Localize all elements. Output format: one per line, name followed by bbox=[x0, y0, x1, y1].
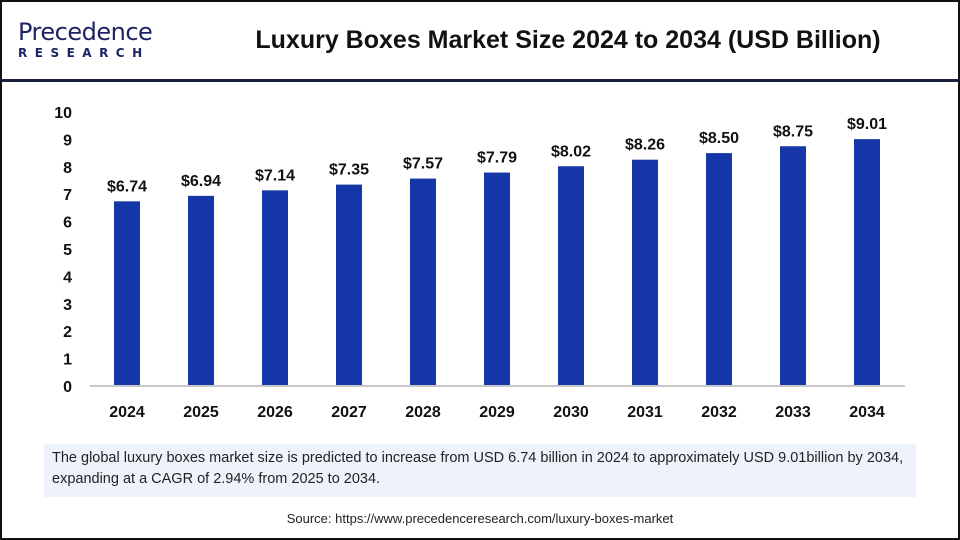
logo: Precedence RESEARCH bbox=[18, 20, 158, 60]
y-tick-label: 6 bbox=[63, 215, 72, 232]
y-tick-label: 3 bbox=[63, 297, 72, 314]
data-label: $7.57 bbox=[403, 156, 443, 173]
bar-2029 bbox=[484, 172, 510, 386]
bar-2026 bbox=[262, 190, 288, 386]
bar-2034 bbox=[854, 139, 880, 386]
x-tick-label: 2026 bbox=[257, 404, 293, 421]
x-tick-label: 2027 bbox=[331, 404, 367, 421]
y-tick-label: 10 bbox=[54, 105, 72, 122]
y-tick-label: 7 bbox=[63, 187, 72, 204]
x-tick-label: 2030 bbox=[553, 404, 589, 421]
x-tick-label: 2025 bbox=[183, 404, 219, 421]
data-label: $9.01 bbox=[847, 116, 887, 133]
data-label: $8.75 bbox=[773, 123, 813, 140]
data-label: $7.14 bbox=[255, 167, 295, 184]
bar-2028 bbox=[410, 178, 436, 386]
y-tick-label: 1 bbox=[63, 352, 72, 369]
chart-title: Luxury Boxes Market Size 2024 to 2034 (U… bbox=[255, 26, 881, 54]
y-tick-label: 4 bbox=[63, 269, 72, 286]
logo-text-bottom: RESEARCH bbox=[18, 46, 150, 60]
data-label: $7.35 bbox=[329, 162, 369, 179]
logo-text-top: Precedence bbox=[18, 18, 153, 46]
bar-2030 bbox=[558, 166, 584, 386]
x-tick-label: 2032 bbox=[701, 404, 737, 421]
y-tick-label: 8 bbox=[63, 160, 72, 177]
x-tick-label: 2031 bbox=[627, 404, 663, 421]
y-tick-label: 2 bbox=[63, 324, 72, 341]
data-label: $8.26 bbox=[625, 137, 665, 154]
data-label: $6.94 bbox=[181, 173, 221, 190]
summary-note: The global luxury boxes market size is p… bbox=[44, 444, 916, 497]
bar-2025 bbox=[188, 195, 214, 386]
y-tick-label: 9 bbox=[63, 132, 72, 149]
bar-2033 bbox=[780, 146, 806, 386]
x-tick-label: 2029 bbox=[479, 404, 515, 421]
bar-2027 bbox=[336, 184, 362, 386]
bar-2032 bbox=[706, 153, 732, 386]
data-label: $8.02 bbox=[551, 143, 591, 160]
x-tick-label: 2033 bbox=[775, 404, 811, 421]
bar-2031 bbox=[632, 159, 658, 386]
data-label: $6.74 bbox=[107, 178, 147, 195]
y-tick-label: 5 bbox=[63, 242, 72, 259]
x-tick-label: 2024 bbox=[109, 404, 145, 421]
header-divider bbox=[2, 79, 958, 82]
x-tick-label: 2028 bbox=[405, 404, 441, 421]
data-label: $8.50 bbox=[699, 130, 739, 147]
source-text: Source: https://www.precedenceresearch.c… bbox=[286, 511, 674, 526]
x-tick-label: 2034 bbox=[849, 404, 885, 421]
bar-2024 bbox=[114, 201, 140, 386]
y-tick-label: 0 bbox=[63, 379, 72, 396]
data-label: $7.79 bbox=[477, 150, 517, 167]
